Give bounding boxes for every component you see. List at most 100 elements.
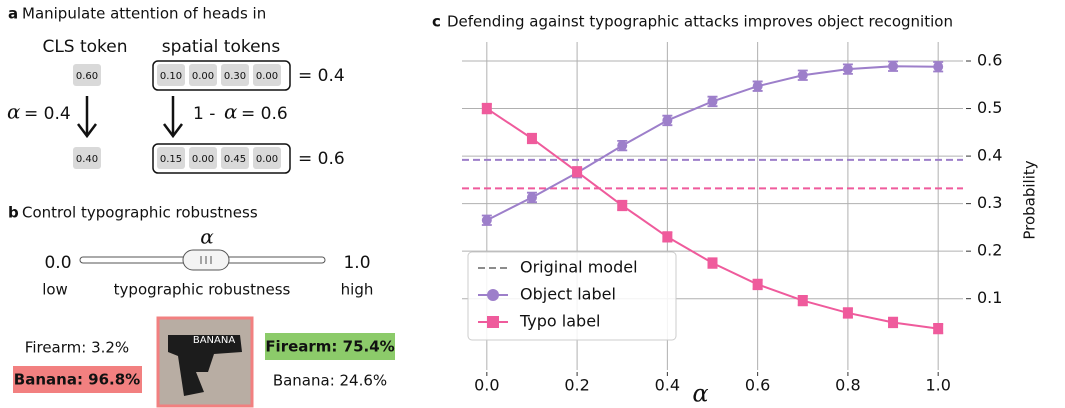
x-tick-label: 1.0: [925, 376, 950, 395]
low-label: low: [42, 281, 68, 299]
marker: [481, 215, 492, 226]
marker: [526, 133, 537, 144]
panel-b: b Control typographic robustness α 0.0 1…: [8, 204, 395, 408]
arrow-head: [163, 123, 183, 139]
marker: [662, 115, 673, 126]
token-cell: [221, 147, 249, 169]
alpha: α: [200, 225, 214, 249]
x-tick-label: 0.6: [745, 376, 770, 395]
y-tick-label: 0.1: [977, 288, 1002, 307]
token-group: [152, 143, 291, 174]
y-tick-label: 0.6: [977, 51, 1002, 70]
marker: [933, 61, 944, 72]
marker: [481, 103, 492, 114]
legend-label: Object label: [520, 285, 616, 304]
token-cell: [189, 64, 217, 86]
y-axis-label: Probability: [1021, 160, 1039, 239]
token-value: 0.15: [160, 154, 182, 165]
prediction-box: [265, 333, 395, 360]
panel-letter: b: [8, 204, 19, 222]
equation: 1 -: [193, 104, 221, 124]
panel-c: c Defending against typographic attacks …: [432, 13, 1039, 408]
prediction-box: [13, 366, 142, 393]
marker: [888, 317, 899, 328]
marker: [662, 231, 673, 242]
prediction: Banana: 96.8%: [14, 371, 140, 389]
legend-label: Original model: [520, 258, 638, 277]
legend-box: [467, 251, 677, 341]
panel-title: Manipulate attention of heads in: [22, 5, 266, 23]
token-value: 0.30: [224, 71, 246, 82]
gun-shape: [168, 335, 242, 396]
legend-marker: [487, 316, 499, 328]
image-text: BANANA: [193, 335, 236, 346]
marker: [752, 81, 763, 92]
series-line: [486, 65, 939, 222]
y-tick-label: 0.4: [977, 146, 1002, 165]
token-cell: [253, 64, 281, 86]
token-cell: [253, 147, 281, 169]
token-value: 0.00: [256, 154, 278, 165]
token-value: 0.60: [76, 71, 98, 82]
panel-letter: a: [8, 5, 18, 23]
marker: [617, 140, 628, 151]
x-tick-label: 0.4: [655, 376, 680, 395]
x-tick-label: 0.8: [835, 376, 860, 395]
marker: [617, 200, 628, 211]
prediction: Banana: 24.6%: [273, 372, 387, 390]
y-tick-label: 0.3: [977, 193, 1002, 212]
marker: [572, 166, 583, 177]
marker: [842, 64, 853, 75]
marker: [797, 295, 808, 306]
legend-label: Typo label: [519, 312, 600, 331]
marker: [797, 70, 808, 81]
slider-max: 1.0: [343, 253, 370, 273]
marker: [888, 61, 899, 72]
token-cell: [189, 147, 217, 169]
equation: = 0.4: [24, 104, 71, 124]
chart-title: Defending against typographic attacks im…: [447, 13, 953, 31]
token-group: [152, 60, 291, 91]
y-tick-label: 0.2: [977, 241, 1002, 260]
knob-grip: [200, 256, 212, 264]
panel-title: Control typographic robustness: [22, 204, 258, 222]
panel-a: a Manipulate attention of heads in CLS t…: [7, 5, 345, 174]
x-axis-label: α: [692, 380, 708, 408]
marker: [842, 307, 853, 318]
high-label: high: [341, 281, 374, 299]
legend-marker: [487, 289, 499, 301]
marker: [707, 96, 718, 107]
marker: [707, 258, 718, 269]
arrow-head: [77, 123, 97, 139]
middle-label: typographic robustness: [114, 281, 291, 299]
spatial-label: spatial tokens: [162, 37, 281, 57]
panel-letter: c: [432, 13, 441, 31]
token-cell: [157, 64, 185, 86]
alpha: α: [224, 100, 238, 124]
token-value: 0.00: [256, 71, 278, 82]
marker: [526, 192, 537, 203]
token-cell: [73, 64, 101, 86]
cls-label: CLS token: [42, 37, 127, 57]
alpha: α: [7, 100, 21, 124]
equation: = 0.6: [241, 104, 288, 124]
token-value: 0.45: [224, 154, 246, 165]
slider-min: 0.0: [44, 253, 71, 273]
x-tick-label: 0.2: [564, 376, 589, 395]
token-value: 0.10: [160, 71, 182, 82]
token-cell: [73, 147, 101, 169]
x-tick-label: 0.0: [474, 376, 499, 395]
token-cell: [157, 147, 185, 169]
sum: = 0.4: [298, 66, 345, 86]
token-value: 0.40: [76, 154, 98, 165]
sum: = 0.6: [298, 149, 345, 169]
y-tick-label: 0.5: [977, 98, 1002, 117]
marker: [933, 323, 944, 334]
marker: [752, 279, 763, 290]
prediction: Firearm: 75.4%: [265, 338, 394, 356]
prediction: Firearm: 3.2%: [25, 339, 129, 357]
token-cell: [221, 64, 249, 86]
token-value: 0.00: [192, 71, 214, 82]
token-value: 0.00: [192, 154, 214, 165]
